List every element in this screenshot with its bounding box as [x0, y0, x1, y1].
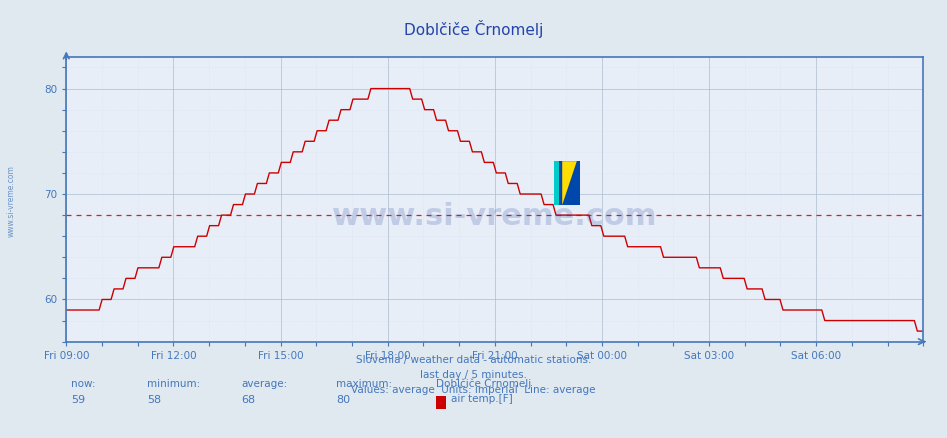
Text: www.si-vreme.com: www.si-vreme.com	[7, 166, 16, 237]
Text: now:: now:	[71, 378, 96, 389]
Polygon shape	[563, 161, 577, 205]
Text: minimum:: minimum:	[147, 378, 200, 389]
Text: Doblčiče Črnomelj: Doblčiče Črnomelj	[403, 20, 544, 38]
Text: www.si-vreme.com: www.si-vreme.com	[332, 202, 657, 231]
Text: 68: 68	[241, 395, 256, 405]
Text: 59: 59	[71, 395, 85, 405]
Text: Values: average  Units: imperial  Line: average: Values: average Units: imperial Line: av…	[351, 385, 596, 396]
Text: last day / 5 minutes.: last day / 5 minutes.	[420, 370, 527, 380]
Text: Doblčiče Črnomelj: Doblčiče Črnomelj	[436, 377, 531, 389]
Text: average:: average:	[241, 378, 288, 389]
Text: Slovenia / weather data - automatic stations.: Slovenia / weather data - automatic stat…	[356, 355, 591, 365]
Text: air temp.[F]: air temp.[F]	[451, 394, 512, 404]
Text: 58: 58	[147, 395, 161, 405]
Text: maximum:: maximum:	[336, 378, 392, 389]
Text: 80: 80	[336, 395, 350, 405]
